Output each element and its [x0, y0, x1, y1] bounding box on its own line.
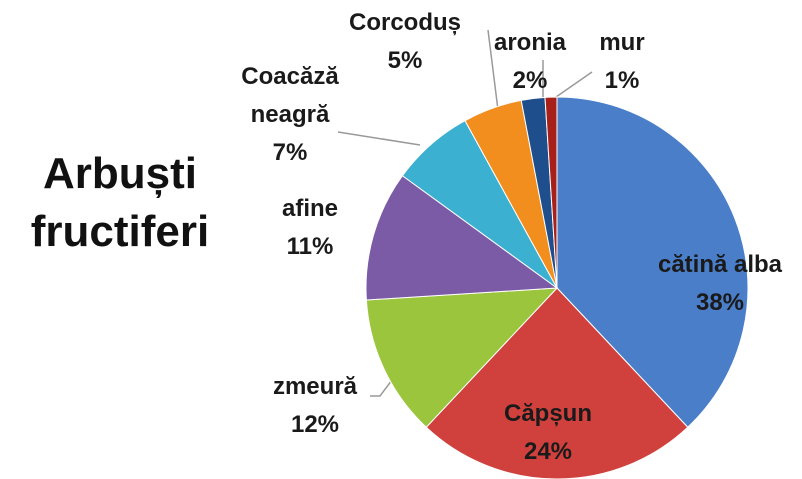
value-label: 38%: [695, 289, 745, 316]
data-label: cătină alba 38%: [620, 246, 802, 322]
chart-title: Arbuști fructiferi: [30, 149, 210, 256]
data-label: aronia 2%: [430, 24, 630, 100]
pie-slice: [556, 96, 749, 428]
category-label: Căpșun: [503, 400, 592, 427]
leader-line: [487, 29, 499, 111]
category-label: Coacăză neagră: [241, 63, 339, 128]
data-label: zmeură 12%: [215, 368, 415, 444]
category-label: aronia: [493, 29, 567, 56]
leader-line: [555, 71, 593, 98]
pie-slice: [544, 96, 558, 289]
data-label: Coacăză neagră 7%: [225, 58, 355, 172]
value-label: 12%: [290, 411, 340, 438]
value-label: 7%: [272, 139, 308, 166]
data-label: Corcoduș 5%: [305, 4, 505, 80]
data-label: afine 11%: [210, 190, 410, 266]
pie-slice: [365, 287, 559, 428]
category-label: zmeură: [272, 373, 358, 400]
category-label: cătină alba: [657, 251, 783, 278]
category-label: mur: [599, 29, 645, 56]
value-label: 2%: [512, 67, 548, 94]
slices: [365, 96, 749, 479]
category-label: afine: [281, 195, 338, 222]
category-label: Corcoduș: [348, 9, 461, 36]
value-label: 11%: [286, 233, 334, 260]
data-label: Căpșun 24%: [448, 395, 648, 471]
value-label: 24%: [523, 438, 573, 465]
value-label: 5%: [387, 47, 423, 74]
data-label: mur 1%: [572, 24, 672, 100]
leader-line: [337, 131, 421, 146]
pie-slice: [365, 175, 559, 301]
value-label: 1%: [604, 67, 640, 94]
